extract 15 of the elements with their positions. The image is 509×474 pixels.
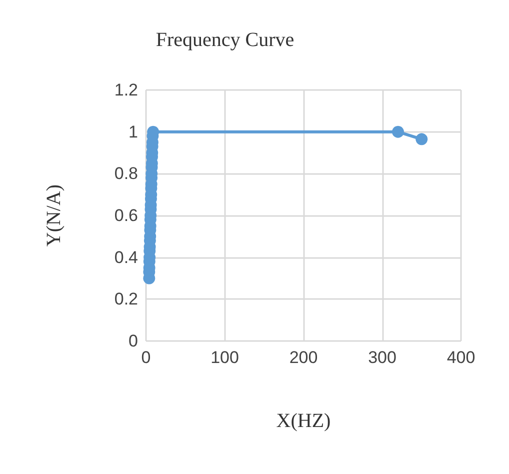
- y-tick-label: 0.8: [114, 164, 138, 184]
- y-axis-title: Y(N/A): [43, 184, 65, 247]
- x-tick-label: 200: [289, 348, 318, 367]
- y-tick-label: 1.2: [114, 80, 138, 100]
- x-axis-title: X(HZ): [276, 410, 331, 432]
- x-tick-label: 0: [141, 348, 151, 367]
- x-tick-label: 400: [446, 348, 476, 367]
- y-tick-label: 0: [128, 332, 138, 350]
- x-tick-label: 300: [368, 348, 396, 367]
- y-tick-label: 1: [128, 122, 138, 142]
- y-tick-label: 0.2: [114, 290, 138, 309]
- x-tick-label: 100: [210, 348, 239, 367]
- chart-title: Frequency Curve: [156, 29, 294, 51]
- y-tick-label: 0.6: [114, 206, 138, 225]
- y-tick-label: 0.4: [114, 248, 138, 267]
